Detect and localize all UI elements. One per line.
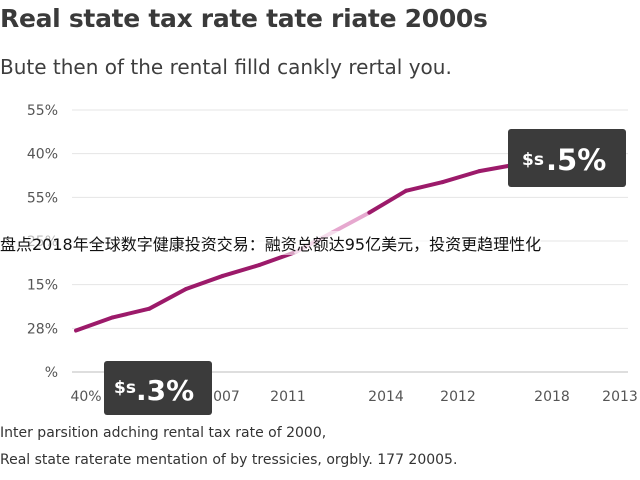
y-tick-label: 55%: [27, 190, 58, 206]
callout-high-prefix: $s: [522, 150, 544, 170]
y-tick-label: 15%: [27, 278, 58, 294]
x-tick-label: 2018: [534, 389, 570, 405]
x-tick-label: 2011: [270, 389, 306, 405]
series-line-segment: [110, 306, 152, 320]
footnote-2: Real state raterate mentation of by tres…: [0, 452, 458, 468]
x-tick-label: 40%: [70, 389, 101, 405]
series-line-segment: [74, 315, 115, 333]
series-line-segment: [367, 188, 408, 215]
series-line-segment: [220, 263, 262, 278]
y-tick-label: 55%: [27, 103, 58, 119]
y-tick-label: 28%: [27, 321, 58, 337]
chart-subtitle: Bute then of the rental filld cankly rer…: [0, 55, 452, 79]
x-tick-label: 2012: [440, 389, 476, 405]
overlay-banner-text: 盘点2018年全球数字健康投资交易：融资总额达95亿美元，投资更趋理性化: [0, 231, 542, 255]
chart-title: Real state tax rate tate riate 2000s: [0, 4, 488, 33]
series-line-segment: [440, 169, 482, 185]
x-tick-label: 2007: [204, 389, 240, 405]
x-tick-label: 2013: [602, 389, 638, 405]
callout-high: $s .5%: [508, 129, 626, 187]
callout-low-value: .3%: [136, 374, 194, 407]
callout-low: $s .3%: [104, 361, 212, 415]
callout-low-prefix: $s: [114, 378, 136, 398]
callout-high-box: [508, 129, 626, 187]
series-line-segment: [330, 210, 372, 235]
footnote-1: Inter parsition adching rental tax rate …: [0, 425, 327, 441]
callout-low-box: [104, 361, 212, 415]
series-line-segment: [184, 273, 225, 292]
series-layer: [74, 162, 518, 333]
series-line-segment: [404, 180, 445, 193]
y-tick-label: %: [45, 365, 58, 381]
y-tick-label: 40%: [27, 147, 58, 163]
x-tick-label: 2014: [368, 389, 404, 405]
series-line-segment: [147, 287, 188, 311]
x-axis-ticks: 40% 2007 2011 2014 2012 2018 2013: [70, 389, 637, 405]
callout-high-value: .5%: [546, 143, 606, 177]
